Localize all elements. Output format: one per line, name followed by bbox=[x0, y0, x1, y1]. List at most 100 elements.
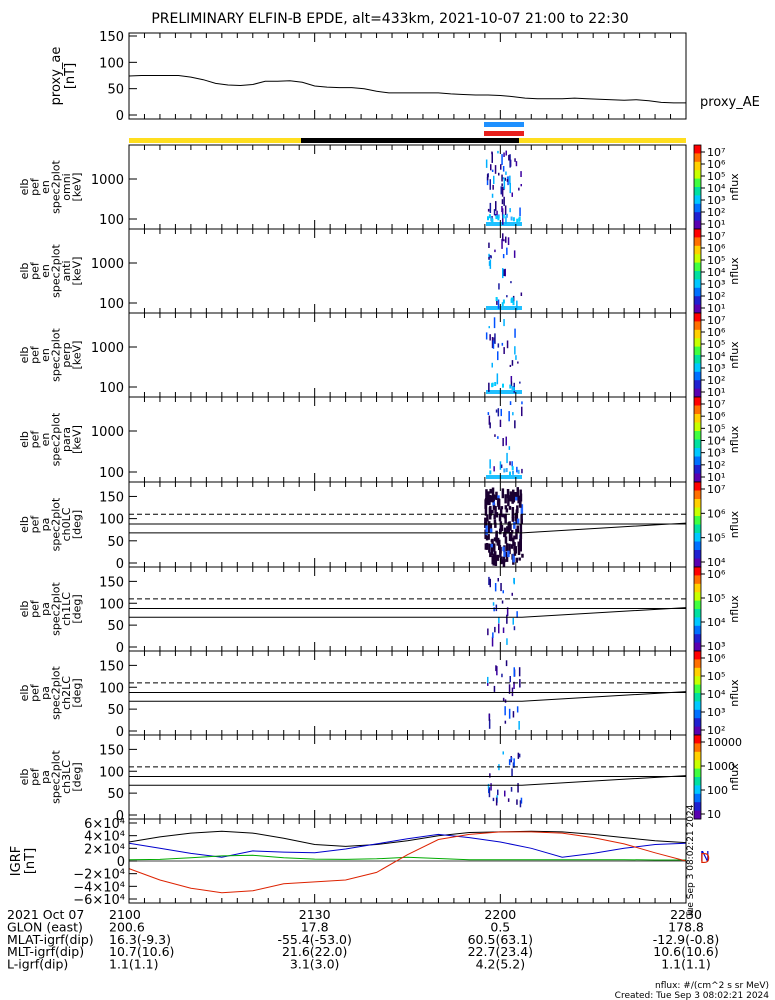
flux-cell bbox=[488, 496, 491, 506]
flux-cell bbox=[515, 355, 517, 360]
flux-cell bbox=[492, 553, 495, 557]
panel-igrf-ticks bbox=[128, 819, 687, 903]
flux-cell bbox=[512, 489, 515, 498]
flux-cell bbox=[487, 534, 490, 540]
flux-cell bbox=[508, 154, 510, 161]
flux-cell bbox=[513, 681, 515, 689]
colorbar-label: nflux bbox=[728, 257, 741, 285]
y-tick-label: 50 bbox=[107, 83, 124, 98]
flux-cell bbox=[512, 412, 514, 416]
flux-cell bbox=[505, 660, 508, 667]
science-zone-bar bbox=[484, 122, 524, 127]
flux-cell bbox=[504, 720, 507, 724]
y-tick-label: 100 bbox=[99, 466, 124, 481]
flux-cell bbox=[517, 545, 521, 555]
flux-cell bbox=[493, 514, 496, 520]
y-axis-label: proxy_ae bbox=[49, 47, 64, 106]
y-tick-label: 6×10⁴ bbox=[84, 817, 125, 832]
flux-cell bbox=[512, 301, 515, 306]
flux-cell bbox=[493, 537, 497, 542]
flux-cell bbox=[497, 299, 500, 309]
flux-cell bbox=[505, 436, 507, 446]
flux-cell bbox=[495, 409, 498, 413]
flux-cell bbox=[519, 538, 522, 550]
y-axis-label: spec2plot bbox=[50, 244, 63, 298]
flux-cell bbox=[507, 497, 510, 507]
y-tick-label: −6×10⁴ bbox=[73, 893, 125, 908]
y-axis-label: en bbox=[39, 180, 52, 194]
flux-cell bbox=[489, 528, 493, 533]
flux-cell bbox=[506, 614, 508, 624]
colorbar-band bbox=[694, 363, 701, 373]
flux-cell bbox=[506, 179, 509, 182]
flux-cell bbox=[509, 401, 512, 405]
orbit-value: -55.4(-53.0) bbox=[277, 932, 351, 947]
panel-frame bbox=[128, 144, 687, 230]
colorbar-band bbox=[694, 178, 701, 188]
flux-cell bbox=[518, 753, 521, 758]
flux-cell bbox=[513, 667, 515, 677]
flux-cell bbox=[516, 525, 519, 533]
colorbar-band bbox=[694, 709, 701, 719]
flux-cell bbox=[484, 505, 488, 516]
y-axis-label: para bbox=[60, 427, 73, 452]
flux-cell bbox=[519, 381, 521, 384]
y-tick-label: 150 bbox=[99, 659, 124, 674]
flux-cell bbox=[501, 302, 504, 307]
flux-cell bbox=[488, 543, 491, 553]
y-axis-label: [keV] bbox=[71, 257, 84, 286]
colorbar-band bbox=[694, 735, 701, 744]
flux-cell bbox=[494, 381, 497, 386]
y-axis-label: en bbox=[39, 433, 52, 447]
colorbar-band bbox=[694, 802, 701, 812]
y-axis-label: elb bbox=[18, 431, 31, 448]
flux-cell bbox=[494, 583, 497, 592]
flux-cell bbox=[489, 773, 491, 778]
igrf-legend-d: D bbox=[700, 852, 710, 867]
flux-cell bbox=[498, 513, 502, 522]
y-tick-label: 100 bbox=[99, 597, 124, 612]
spectrogram-omni bbox=[485, 150, 522, 226]
flux-cell bbox=[521, 553, 524, 558]
flux-cell bbox=[491, 362, 493, 368]
flux-cell bbox=[513, 521, 516, 529]
flux-cell bbox=[492, 797, 495, 802]
colorbar-tick-label: 10⁴ bbox=[707, 556, 726, 569]
colorbar-band bbox=[694, 473, 701, 483]
flux-cell bbox=[505, 213, 508, 218]
colorbar-tick-label: 10⁵ bbox=[707, 592, 725, 605]
flux-cell bbox=[519, 207, 521, 217]
flux-cell bbox=[504, 551, 508, 557]
flux-cell bbox=[490, 217, 493, 222]
flux-cell bbox=[521, 468, 523, 474]
flux-cell bbox=[493, 466, 495, 472]
colorbar-tick-label: 10⁴ bbox=[707, 688, 726, 701]
sunlight-bar bbox=[519, 138, 686, 143]
flux-cell bbox=[493, 209, 496, 216]
flux-cell bbox=[498, 283, 500, 290]
flux-cell bbox=[505, 216, 507, 224]
flux-cell bbox=[501, 342, 504, 346]
colorbar-band bbox=[694, 659, 701, 669]
flux-cell bbox=[485, 332, 488, 340]
colorbar-band bbox=[694, 625, 701, 635]
flux-cell bbox=[514, 158, 516, 162]
flux-cell bbox=[510, 376, 513, 382]
colorbar-band bbox=[694, 422, 701, 432]
flux-cell bbox=[506, 489, 510, 497]
y-tick-label: 150 bbox=[99, 30, 124, 45]
flux-cell bbox=[501, 238, 503, 249]
flux-cell bbox=[520, 514, 523, 523]
flux-cell bbox=[501, 488, 505, 499]
y-tick-label: 0 bbox=[116, 557, 124, 572]
flux-cell bbox=[491, 636, 494, 647]
colorbar-band bbox=[694, 456, 701, 466]
flux-cell bbox=[516, 799, 518, 805]
flux-cell bbox=[511, 507, 515, 518]
flux-cell bbox=[501, 208, 504, 216]
y-tick-label: 0 bbox=[116, 725, 124, 740]
y-axis-label: [keV] bbox=[71, 173, 84, 202]
flux-cell bbox=[508, 708, 511, 719]
y-tick-label: 100 bbox=[99, 56, 124, 71]
